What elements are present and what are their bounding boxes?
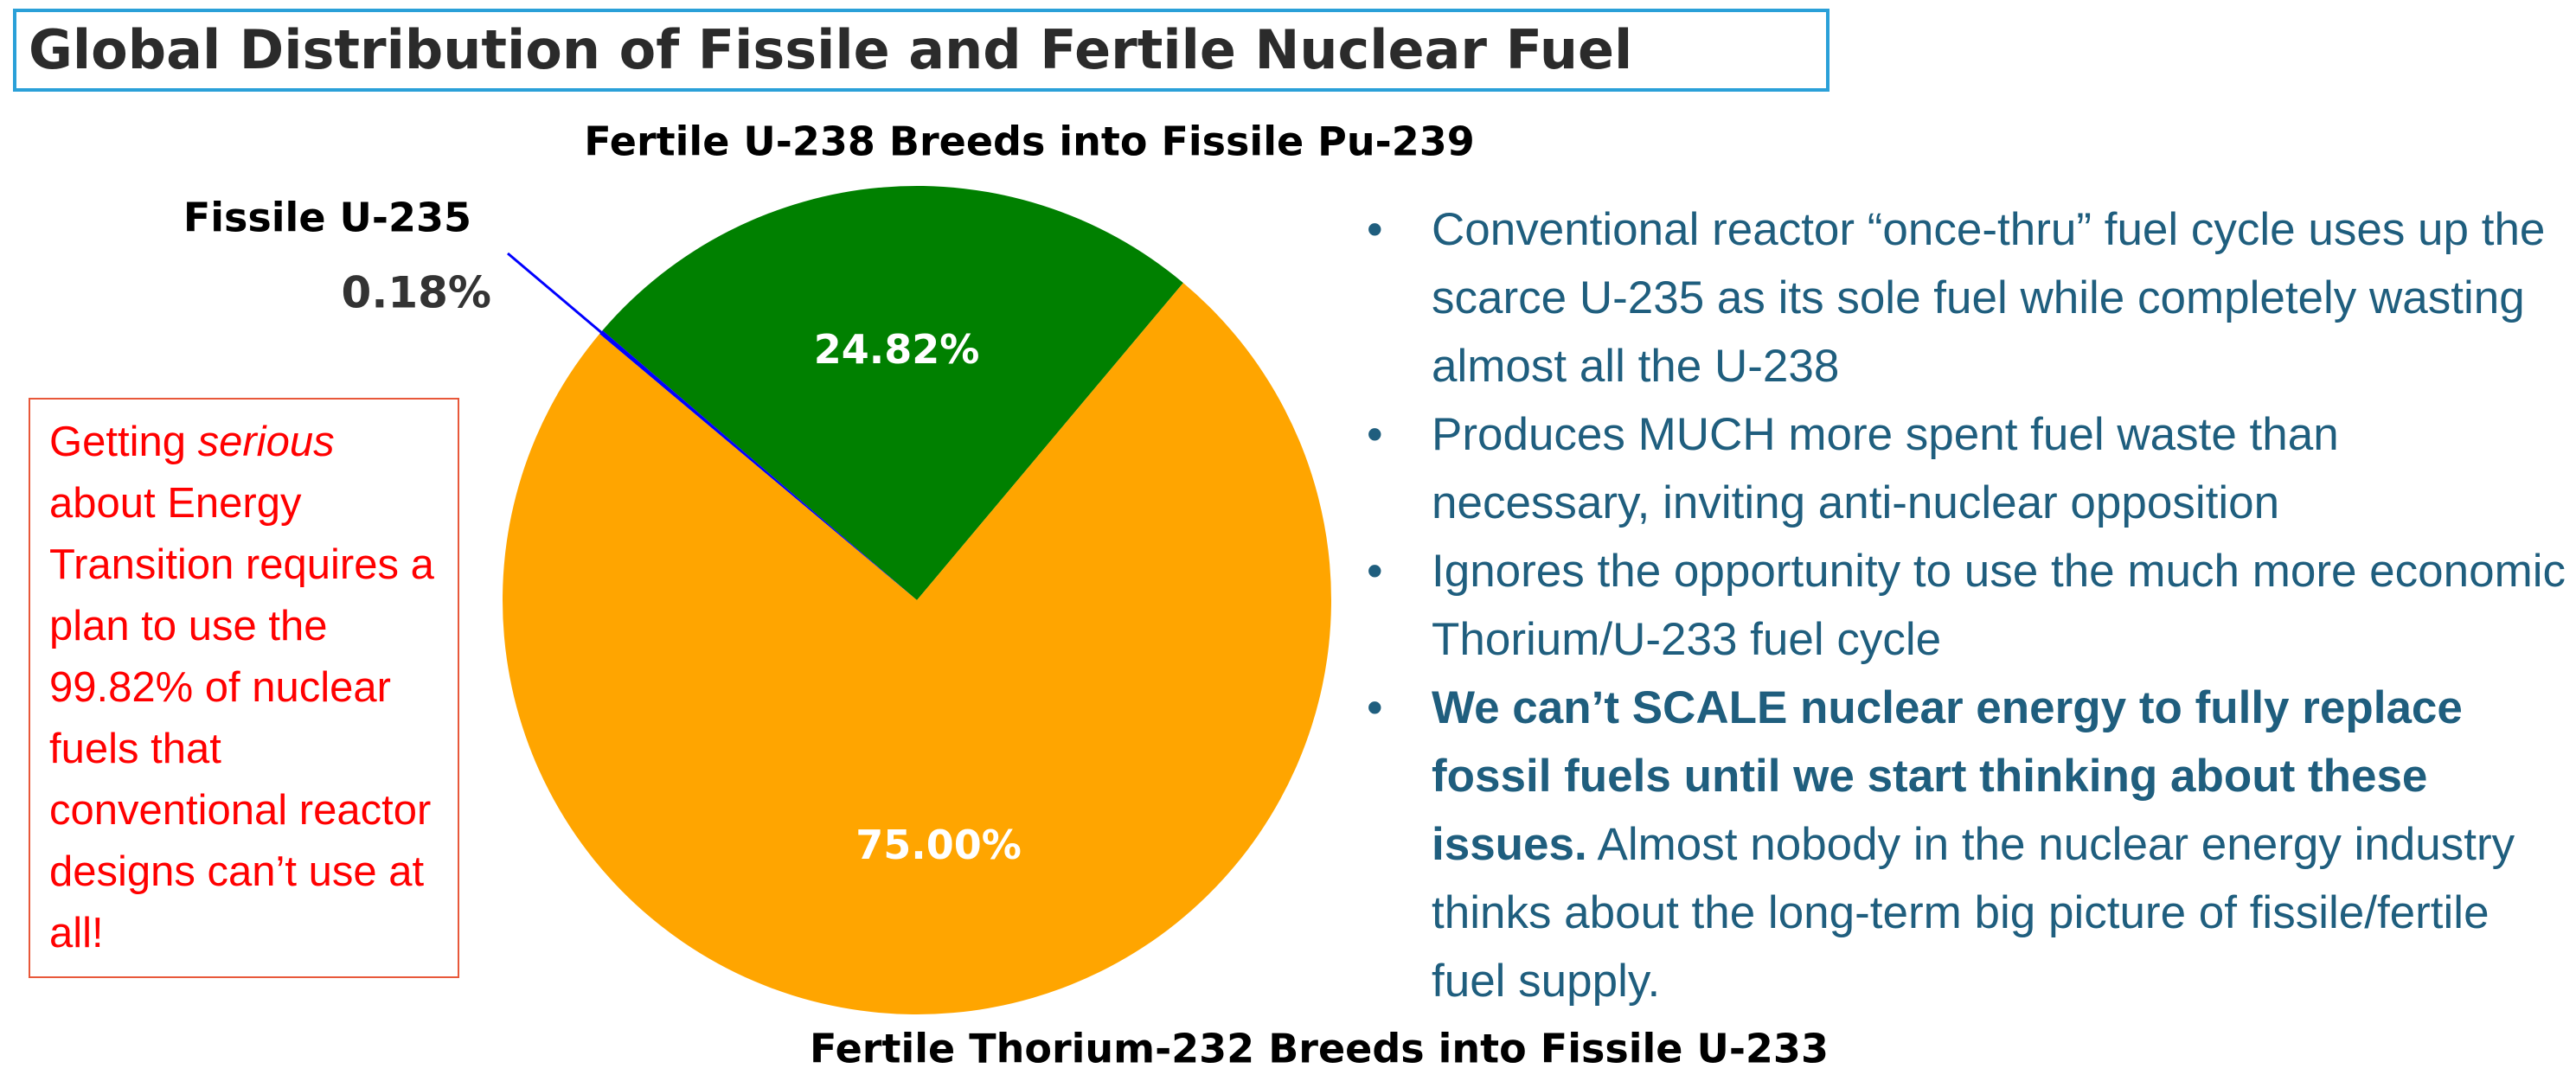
category-label: Fertile U-238 Breeds into Fissile Pu-239 xyxy=(584,118,1475,165)
note-text: about Energy Transition requires a plan … xyxy=(49,480,434,956)
pie-slice xyxy=(602,186,1183,601)
bullet-text: Produces MUCH more spent fuel waste than… xyxy=(1432,409,2339,528)
bullet: Conventional reactor “once-thru” fuel cy… xyxy=(1367,195,2569,400)
category-label: Fissile U-235 xyxy=(183,195,471,241)
note-text: Getting xyxy=(49,419,198,465)
bullet-list: Conventional reactor “once-thru” fuel cy… xyxy=(1367,195,2569,1015)
leader-line xyxy=(507,252,627,355)
bullet-bold: We can’t SCALE nuclear energy to fully r… xyxy=(1432,682,2463,870)
bullet: Ignores the opportunity to use the much … xyxy=(1367,537,2569,674)
pie-slice xyxy=(503,283,1331,1014)
bullet-text: Ignores the opportunity to use the much … xyxy=(1432,546,2566,665)
note-box: Getting serious about Energy Transition … xyxy=(29,398,459,978)
note-emphasis: serious xyxy=(197,419,335,465)
value-label: 75.00% xyxy=(855,822,1022,868)
bullet: We can’t SCALE nuclear energy to fully r… xyxy=(1367,674,2569,1015)
bullet-text: Almost nobody in the nuclear energy indu… xyxy=(1432,819,2515,1007)
value-label: 24.82% xyxy=(814,326,980,373)
bullet-text: Conventional reactor “once-thru” fuel cy… xyxy=(1432,204,2546,392)
bullet: Produces MUCH more spent fuel waste than… xyxy=(1367,400,2569,537)
title: Global Distribution of Fissile and Ferti… xyxy=(13,9,1829,92)
value-label: 0.18% xyxy=(342,268,491,318)
category-label: Fertile Thorium-232 Breeds into Fissile … xyxy=(810,1026,1829,1072)
pie-slice xyxy=(599,329,917,600)
